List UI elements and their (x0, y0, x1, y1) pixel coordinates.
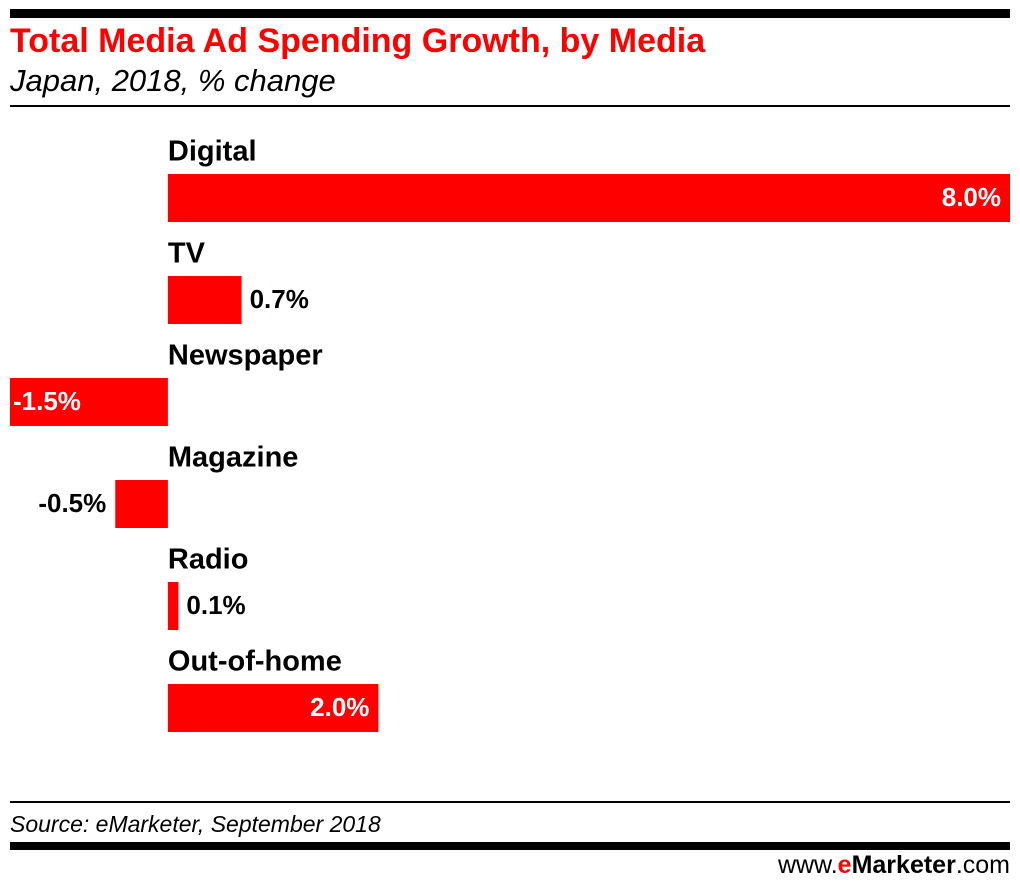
website-brand-initial: e (838, 851, 852, 879)
value-label: 0.7% (250, 284, 309, 314)
bar (167, 174, 1011, 222)
value-label: 0.1% (186, 590, 245, 620)
bar (167, 276, 242, 324)
category-label: TV (168, 238, 206, 270)
website-suffix: .com (956, 851, 1010, 879)
category-label: Magazine (168, 442, 299, 474)
bar (10, 378, 168, 426)
website-prefix: www. (777, 851, 838, 879)
source: Source: eMarketer, September 2018 (10, 811, 381, 837)
category-label: Digital (168, 136, 257, 168)
website-brand: Marketer (852, 851, 956, 879)
category-label: Radio (168, 544, 249, 576)
top-rule (10, 9, 1010, 18)
header-rule (10, 105, 1010, 107)
website: www.eMarketer.com (777, 851, 1010, 879)
bar (115, 480, 168, 528)
value-label: 8.0% (942, 182, 1001, 212)
category-label: Out-of-home (168, 646, 342, 678)
footer-rule (10, 801, 1010, 803)
bar (167, 582, 179, 630)
chart-title: Total Media Ad Spending Growth, by Media (10, 22, 706, 60)
value-label: 2.0% (310, 692, 369, 722)
chart-subtitle: Japan, 2018, % change (9, 63, 336, 98)
value-label: -1.5% (13, 386, 81, 416)
category-label: Newspaper (168, 340, 323, 372)
bottom-rule (10, 842, 1010, 850)
bar (167, 684, 379, 732)
value-label: -0.5% (38, 488, 106, 518)
